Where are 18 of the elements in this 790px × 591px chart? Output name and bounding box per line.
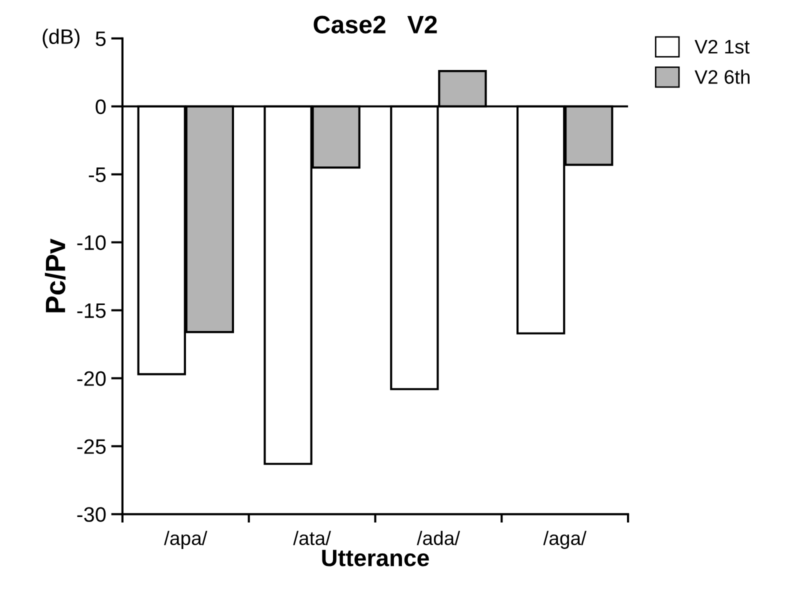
x-axis-title: Utterance (322, 550, 429, 566)
y-tick-label: -10 (77, 235, 106, 250)
y-tick-label: -25 (77, 439, 106, 454)
y-axis-title: Pc/Pv (44, 238, 66, 312)
y-tick-label: -5 (88, 168, 106, 182)
text: (dB) (42, 28, 80, 48)
y-tick-label: -15 (77, 303, 106, 318)
legend-label: V2 1st (694, 40, 750, 54)
y-tick-label: 0 (96, 99, 106, 114)
x-tick-label: /apa/ (164, 530, 208, 549)
y-tick-label: 5 (96, 32, 106, 46)
x-tick-label: /aga/ (543, 530, 586, 549)
x-tick-label: /ata/ (293, 530, 331, 546)
x-tick-label: /ada/ (416, 530, 460, 546)
y-tick-label: -20 (77, 371, 106, 386)
chart-title: Case2 V2 (314, 16, 437, 34)
legend-label: V2 6th (694, 70, 750, 84)
y-tick-label: -30 (77, 507, 106, 522)
